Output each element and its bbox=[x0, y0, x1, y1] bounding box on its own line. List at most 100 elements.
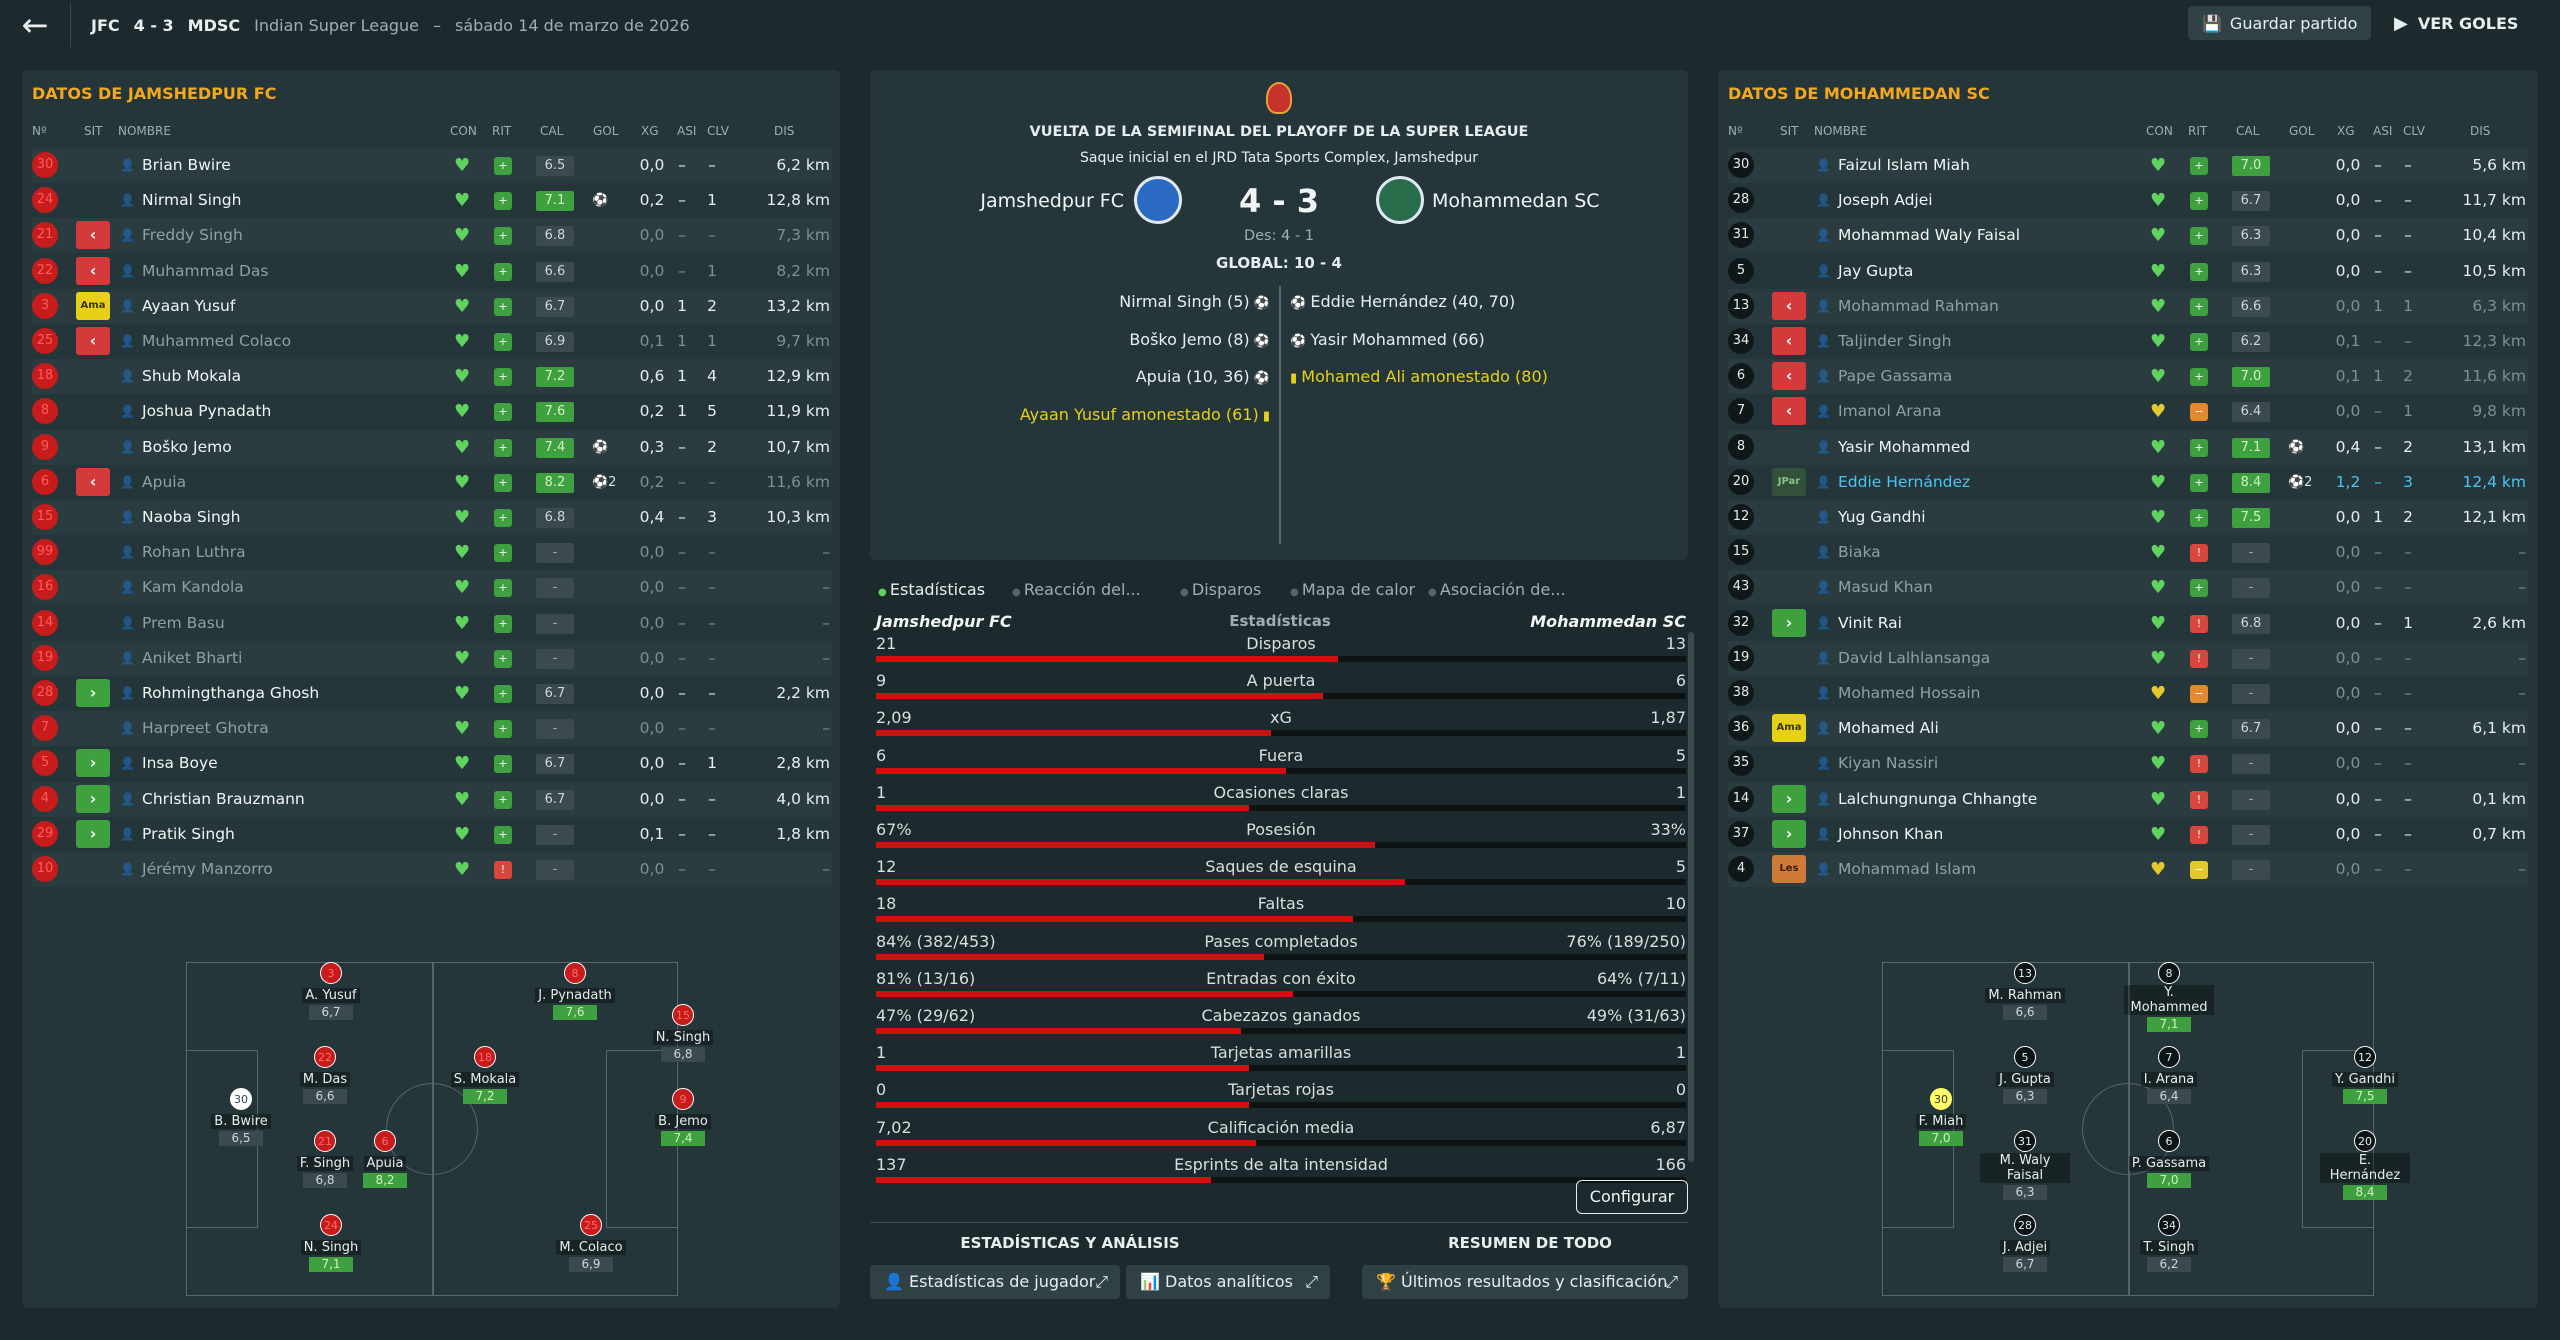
col-gol[interactable]: GOL bbox=[593, 124, 619, 138]
player-name[interactable]: Vinit Rai bbox=[1838, 613, 1902, 632]
table-row[interactable]: 30 👤 Faizul Islam Miah ♥ +7.0 0,0– –5,6 km bbox=[1728, 148, 2528, 183]
table-row[interactable]: 19 👤 Aniket Bharti ♥ + -0,0– – – bbox=[32, 640, 832, 676]
table-row[interactable]: 6 ‹ 👤 Apuia ♥ +8.2 ⚽2 0,2– –11,6 km bbox=[32, 465, 832, 500]
player-name[interactable]: Shub Mokala bbox=[142, 367, 242, 386]
table-row[interactable]: 36 Ama 👤 Mohamed Ali ♥ +6.7 0,0– –6,1 km bbox=[1728, 711, 2528, 747]
pitch-player[interactable]: 9 B. Jemo 7,4 bbox=[638, 1088, 728, 1146]
player-name[interactable]: Yasir Mohammed bbox=[1838, 437, 1971, 456]
player-name[interactable]: Jérémy Manzorro bbox=[142, 860, 273, 878]
col-cal[interactable]: CAL bbox=[540, 124, 564, 138]
player-name[interactable]: Joseph Adjei bbox=[1838, 191, 1933, 210]
player-name[interactable]: Rohmingthanga Ghosh bbox=[142, 684, 320, 702]
player-name[interactable]: Johnson Khan bbox=[1838, 824, 1944, 843]
col-num[interactable]: Nº bbox=[32, 124, 47, 138]
pitch-player[interactable]: 8 J. Pynadath 7,6 bbox=[530, 962, 620, 1020]
pitch-player[interactable]: 18 S. Mokala 7,2 bbox=[440, 1046, 530, 1104]
col-dis[interactable]: DIS bbox=[774, 124, 795, 138]
player-name[interactable]: Freddy Singh bbox=[142, 226, 243, 245]
table-row[interactable]: 15 👤 Biaka ♥! -0,0– – – bbox=[1728, 535, 2528, 570]
competition-name[interactable]: Indian Super League bbox=[254, 15, 420, 35]
col-num[interactable]: Nº bbox=[1728, 124, 1743, 138]
table-row[interactable]: 4 › 👤 Christian Brauzmann ♥ +6.7 0,0– –4,0 km bbox=[32, 781, 832, 817]
col-sit[interactable]: SIT bbox=[1780, 124, 1799, 138]
pitch-player[interactable]: 6 P. Gassama 7,0 bbox=[2124, 1130, 2214, 1188]
tab-2[interactable]: ● Disparos bbox=[1180, 580, 1261, 599]
player-name[interactable]: David Lalhlansanga bbox=[1838, 648, 1991, 667]
player-name[interactable]: Jay Gupta bbox=[1838, 261, 1914, 280]
player-name[interactable]: Mohammad Rahman bbox=[1838, 296, 1999, 315]
table-row[interactable]: 5 👤 Jay Gupta ♥ +6.3 0,0– –10,5 km bbox=[1728, 254, 2528, 289]
pitch-player[interactable]: 34 T. Singh 6,2 bbox=[2124, 1214, 2214, 1272]
player-name[interactable]: Biaka bbox=[1838, 543, 1881, 562]
player-name[interactable]: Prem Basu bbox=[142, 613, 225, 632]
table-row[interactable]: 37 › 👤 Johnson Khan ♥! -0,0– –0,7 km bbox=[1728, 817, 2528, 852]
table-row[interactable]: 19 👤 David Lalhlansanga ♥! -0,0– – – bbox=[1728, 640, 2528, 676]
player-name[interactable]: Ayaan Yusuf bbox=[142, 296, 236, 315]
player-name[interactable]: Mohamed Hossain bbox=[1838, 684, 1981, 702]
table-row[interactable]: 13 ‹ 👤 Mohammad Rahman ♥ +6.6 0,0 1 1 6,3 km bbox=[1728, 288, 2528, 324]
player-name[interactable]: Muhammed Colaco bbox=[142, 332, 292, 350]
col-con[interactable]: CON bbox=[2146, 124, 2173, 138]
table-row[interactable]: 14 › 👤 Lalchungnunga Chhangte ♥! -0,0– –0,1 km bbox=[1728, 781, 2528, 817]
pitch-player[interactable]: 8 Y. Mohammed 7,1 bbox=[2124, 962, 2214, 1032]
table-row[interactable]: 22 ‹ 👤 Muhammad Das ♥ +6.6 0,0– 1 8,2 km bbox=[32, 254, 832, 289]
home-team-name[interactable]: Jamshedpur FC bbox=[980, 190, 1124, 212]
player-name[interactable]: Eddie Hernández bbox=[1838, 472, 1971, 491]
player-name[interactable]: Kiyan Nassiri bbox=[1838, 754, 1939, 773]
table-row[interactable]: 99 👤 Rohan Luthra ♥ + -0,0– – – bbox=[32, 535, 832, 570]
player-name[interactable]: Taljinder Singh bbox=[1838, 332, 1952, 350]
col-rit[interactable]: RIT bbox=[492, 124, 512, 138]
player-name[interactable]: Mohamed Ali bbox=[1838, 719, 1939, 738]
stats-scrollbar[interactable] bbox=[1688, 632, 1694, 1162]
pitch-player[interactable]: 21 F. Singh 6,8 bbox=[280, 1130, 370, 1188]
pitch-player[interactable]: 5 J. Gupta 6,3 bbox=[1980, 1046, 2070, 1104]
col-asi[interactable]: ASI bbox=[677, 124, 697, 138]
col-asi[interactable]: ASI bbox=[2373, 124, 2393, 138]
player-name[interactable]: Kam Kandola bbox=[142, 578, 244, 597]
view-goals-button[interactable]: ▶ VER GOLES bbox=[2380, 6, 2532, 40]
pitch-player[interactable]: 25 M. Colaco 6,9 bbox=[546, 1214, 636, 1272]
player-name[interactable]: Pratik Singh bbox=[142, 824, 235, 843]
table-row[interactable]: 16 👤 Kam Kandola ♥ + -0,0– – – bbox=[32, 570, 832, 606]
table-row[interactable]: 9 👤 Boško Jemo ♥ +7.4 ⚽ 0,3– 2 10,7 km bbox=[32, 429, 832, 465]
table-row[interactable]: 21 ‹ 👤 Freddy Singh ♥ +6.8 0,0– –7,3 km bbox=[32, 218, 832, 254]
col-name[interactable]: NOMBRE bbox=[118, 124, 171, 138]
player-name[interactable]: Nirmal Singh bbox=[142, 191, 242, 210]
table-row[interactable]: 6 ‹ 👤 Pape Gassama ♥ +7.0 0,1 1 2 11,6 km bbox=[1728, 359, 2528, 395]
table-row[interactable]: 7 👤 Harpreet Ghotra ♥ + -0,0– – – bbox=[32, 711, 832, 747]
col-cal[interactable]: CAL bbox=[2236, 124, 2260, 138]
player-name[interactable]: Mohammad Islam bbox=[1838, 860, 1977, 878]
table-row[interactable]: 28 👤 Joseph Adjei ♥ +6.7 0,0– –11,7 km bbox=[1728, 183, 2528, 218]
player-name[interactable]: Lalchungnunga Chhangte bbox=[1838, 789, 2038, 808]
analytics-button[interactable]: 📊 Datos analíticos ⤢ bbox=[1126, 1265, 1330, 1299]
player-name[interactable]: Apuia bbox=[142, 472, 187, 491]
col-con[interactable]: CON bbox=[450, 124, 477, 138]
table-row[interactable]: 34 ‹ 👤 Taljinder Singh ♥ +6.2 0,1– –12,3 km bbox=[1728, 324, 2528, 359]
table-row[interactable]: 35 👤 Kiyan Nassiri ♥! -0,0– – – bbox=[1728, 746, 2528, 781]
table-row[interactable]: 10 👤 Jérémy Manzorro ♥! -0,0– – – bbox=[32, 852, 832, 887]
player-name[interactable]: Imanol Arana bbox=[1838, 402, 1942, 421]
table-row[interactable]: 5 › 👤 Insa Boye ♥ +6.7 0,0– 1 2,8 km bbox=[32, 746, 832, 781]
pitch-player[interactable]: 24 N. Singh 7,1 bbox=[286, 1214, 376, 1272]
col-name[interactable]: NOMBRE bbox=[1814, 124, 1867, 138]
back-arrow-icon[interactable]: ← bbox=[21, 6, 49, 44]
player-name[interactable]: Naoba Singh bbox=[142, 508, 241, 526]
table-row[interactable]: 14 👤 Prem Basu ♥ + -0,0– – – bbox=[32, 606, 832, 641]
player-name[interactable]: Harpreet Ghotra bbox=[142, 719, 269, 738]
away-team-name[interactable]: Mohammedan SC bbox=[1432, 190, 1600, 212]
table-row[interactable]: 20 JPar 👤 Eddie Hernández ♥ +8.4 ⚽2 1,2– 3 12,4 k… bbox=[1728, 465, 2528, 500]
pitch-player[interactable]: 15 N. Singh 6,8 bbox=[638, 1004, 728, 1062]
table-row[interactable]: 29 › 👤 Pratik Singh ♥ + -0,1– –1,8 km bbox=[32, 817, 832, 852]
player-name[interactable]: Mohammad Waly Faisal bbox=[1838, 226, 2021, 245]
table-row[interactable]: 43 👤 Masud Khan ♥ + -0,0– – – bbox=[1728, 570, 2528, 606]
table-row[interactable]: 15 👤 Naoba Singh ♥ +6.8 0,4– 3 10,3 km bbox=[32, 500, 832, 535]
player-name[interactable]: Rohan Luthra bbox=[142, 543, 246, 562]
table-row[interactable]: 25 ‹ 👤 Muhammed Colaco ♥ +6.9 0,1 1 1 9,7 km bbox=[32, 324, 832, 359]
player-name[interactable]: Aniket Bharti bbox=[142, 648, 243, 667]
pitch-player[interactable]: 13 M. Rahman 6,6 bbox=[1980, 962, 2070, 1020]
table-row[interactable]: 8 👤 Joshua Pynadath ♥ +7.6 0,2 1 5 11,9 km bbox=[32, 394, 832, 429]
pitch-player[interactable]: 7 I. Arana 6,4 bbox=[2124, 1046, 2214, 1104]
col-rit[interactable]: RIT bbox=[2188, 124, 2208, 138]
save-match-button[interactable]: 💾 Guardar partido bbox=[2188, 6, 2372, 40]
pitch-player[interactable]: 30 F. Miah 7,0 bbox=[1896, 1088, 1986, 1146]
